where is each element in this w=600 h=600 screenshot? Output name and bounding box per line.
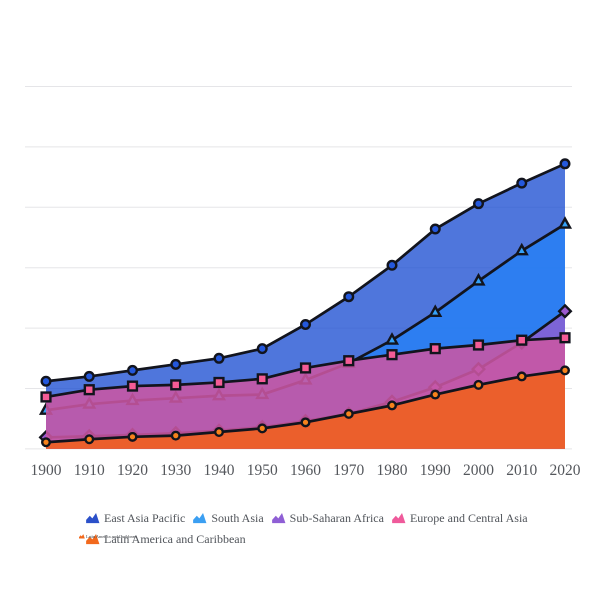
marker-south-asia-1980[interactable] [384, 332, 400, 345]
legend-item-latin-america-and-caribbean[interactable]: Latin America and Caribbean [86, 529, 246, 550]
legend-label-south-asia: South Asia [211, 511, 264, 525]
marker-latin-america-and-caribbean-2000[interactable] [473, 379, 484, 390]
marker-latin-america-and-caribbean-1980[interactable] [387, 400, 398, 411]
marker-europe-and-central-asia-1960[interactable] [299, 362, 312, 374]
marker-europe-and-central-asia-2020[interactable] [559, 332, 571, 344]
marker-europe-and-central-asia-1990[interactable] [429, 343, 441, 355]
legend-label-latin-america-and-caribbean: Latin America and Caribbean [104, 532, 246, 546]
marker-europe-and-central-asia-1930[interactable] [170, 379, 182, 391]
marker-east-asia-pacific-2020[interactable] [559, 158, 571, 170]
marker-latin-america-and-caribbean-1900[interactable] [41, 437, 52, 448]
legend-glitch: Latin America and Caribbean [79, 534, 137, 539]
marker-east-asia-pacific-1940[interactable] [213, 352, 225, 364]
legend-item-east-asia-pacific[interactable]: East Asia Pacific [86, 508, 185, 529]
marker-europe-and-central-asia-2000[interactable] [472, 339, 485, 351]
marker-latin-america-and-caribbean-2020[interactable] [560, 365, 571, 376]
x-tick-1900: 1900 [31, 462, 62, 479]
marker-east-asia-pacific-1950[interactable] [256, 343, 268, 355]
marker-europe-and-central-asia-1970[interactable] [343, 355, 355, 367]
marker-europe-and-central-asia-2010[interactable] [516, 334, 528, 346]
legend-icon-sub-saharan-africa [271, 513, 286, 524]
legend-glitch-label: Latin America and Caribbean [86, 534, 137, 539]
marker-europe-and-central-asia-1910[interactable] [83, 384, 95, 396]
series-latin-america-and-caribbean [41, 365, 571, 449]
legend-label-east-asia-pacific: East Asia Pacific [104, 511, 186, 525]
marker-east-asia-pacific-1900[interactable] [40, 375, 52, 387]
legend-item-sub-saharan-africa[interactable]: Sub-Saharan Africa [271, 508, 384, 529]
marker-south-asia-2010[interactable] [514, 242, 529, 256]
marker-europe-and-central-asia-1920[interactable] [126, 380, 139, 392]
marker-latin-america-and-caribbean-1990[interactable] [430, 389, 441, 400]
x-tick-1950: 1950 [247, 462, 278, 479]
marker-latin-america-and-caribbean-1910[interactable] [84, 434, 95, 445]
marker-europe-and-central-asia-1900[interactable] [40, 391, 52, 403]
marker-east-asia-pacific-1910[interactable] [83, 370, 95, 382]
x-tick-2000: 2000 [463, 462, 494, 479]
marker-east-asia-pacific-1930[interactable] [170, 358, 182, 370]
x-tick-1940: 1940 [204, 462, 235, 479]
marker-latin-america-and-caribbean-1940[interactable] [213, 426, 224, 437]
legend-label-europe-and-central-asia: Europe and Central Asia [409, 511, 528, 525]
legend-icon-latin-america-and-caribbean [86, 534, 100, 545]
marker-europe-and-central-asia-1940[interactable] [213, 376, 225, 389]
x-tick-1980: 1980 [377, 462, 408, 479]
legend-glitch-icon [79, 534, 85, 539]
x-axis-ticks: 1900 1910 1920 1930 1940 1950 1960 1970 1980 1990… [31, 462, 581, 479]
legend-label-sub-saharan-africa: Sub-Saharan Africa [289, 511, 384, 525]
x-tick-2010: 2010 [506, 462, 537, 479]
marker-east-asia-pacific-1920[interactable] [126, 364, 138, 376]
x-tick-1930: 1930 [160, 462, 191, 479]
marker-latin-america-and-caribbean-1930[interactable] [170, 430, 181, 441]
x-tick-1970: 1970 [333, 462, 364, 479]
x-tick-2020: 2020 [550, 462, 581, 479]
marker-east-asia-pacific-1990[interactable] [429, 223, 441, 235]
legend-icon-europe-and-central-asia [392, 513, 406, 524]
legend-item-europe-and-central-asia[interactable]: Europe and Central Asia [392, 508, 528, 529]
marker-europe-and-central-asia-1950[interactable] [256, 373, 268, 385]
marker-east-asia-pacific-1960[interactable] [300, 318, 312, 330]
x-tick-1990: 1990 [420, 462, 451, 479]
chart-legend: East Asia Pacific South Asia Sub-Saharan A… [86, 508, 538, 550]
marker-latin-america-and-caribbean-2010[interactable] [516, 371, 527, 382]
marker-europe-and-central-asia-1980[interactable] [386, 349, 398, 361]
marker-latin-america-and-caribbean-1970[interactable] [343, 408, 354, 419]
marker-south-asia-2000[interactable] [471, 272, 486, 286]
marker-latin-america-and-caribbean-1960[interactable] [300, 417, 311, 428]
marker-south-asia-2020[interactable] [557, 216, 573, 229]
legend-icon-south-asia [193, 513, 207, 524]
marker-south-asia-1990[interactable] [428, 304, 443, 317]
x-tick-1920: 1920 [117, 462, 148, 479]
marker-sub-saharan-africa-2020[interactable] [557, 303, 573, 319]
marker-east-asia-pacific-1980[interactable] [386, 259, 398, 271]
x-tick-1960: 1960 [290, 462, 321, 479]
x-tick-1910: 1910 [74, 462, 105, 479]
legend-icon-east-asia-pacific [86, 513, 100, 524]
legend-item-south-asia[interactable]: South Asia [193, 508, 264, 529]
marker-east-asia-pacific-1970[interactable] [343, 291, 355, 303]
area-latin-america-and-caribbean [46, 370, 565, 449]
marker-east-asia-pacific-2010[interactable] [516, 177, 528, 189]
marker-latin-america-and-caribbean-1920[interactable] [127, 431, 138, 442]
marker-east-asia-pacific-2000[interactable] [473, 198, 485, 210]
marker-latin-america-and-caribbean-1950[interactable] [257, 423, 268, 434]
